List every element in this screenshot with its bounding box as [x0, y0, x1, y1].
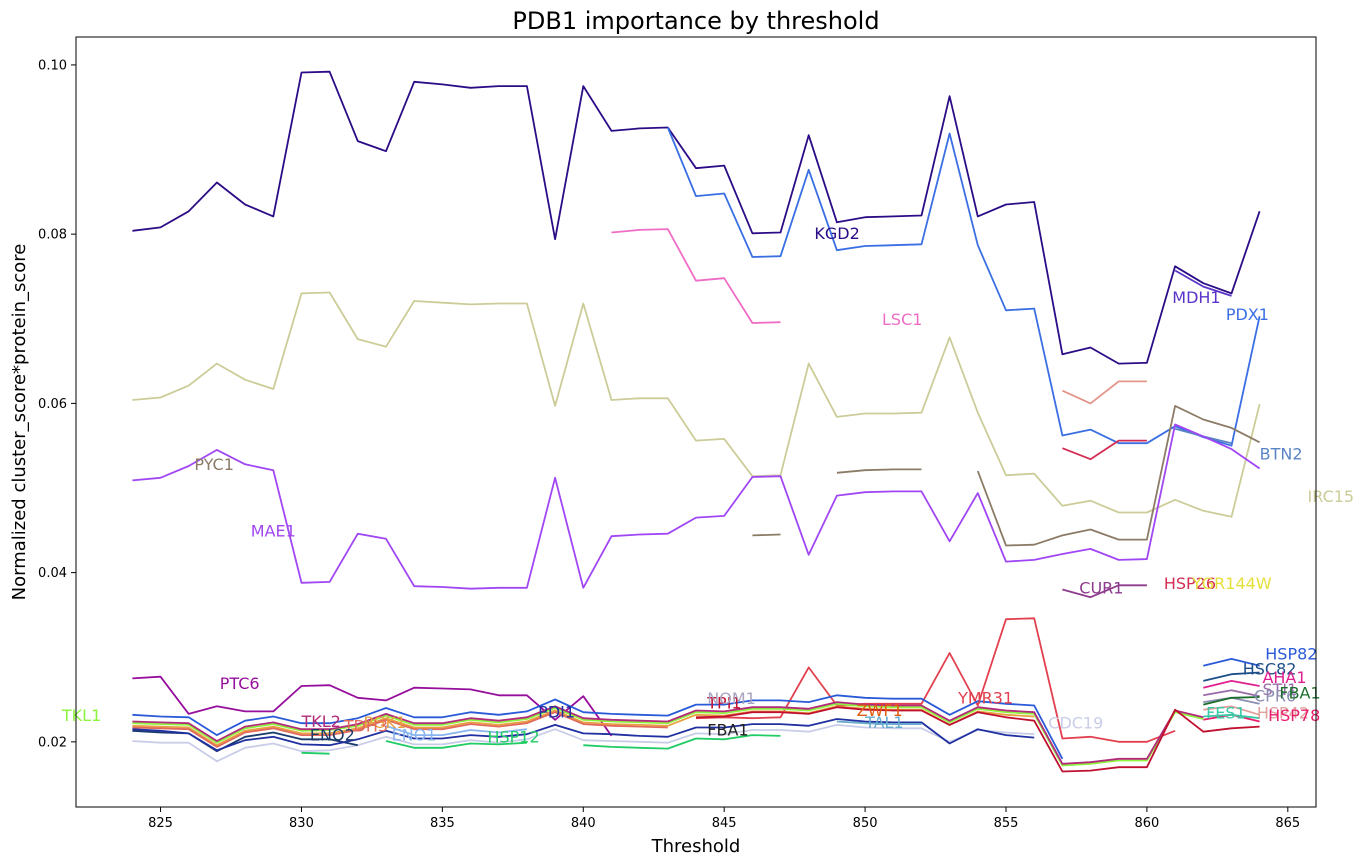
- series-line-mdh1: [1174, 269, 1232, 297]
- series-label-pdi1: PDI1: [538, 703, 575, 722]
- y-axis: 0.02 0.04 0.06 0.08 0.10: [38, 58, 76, 750]
- x-tick-label: 825: [148, 816, 173, 831]
- chart-title: PDB1 importance by threshold: [512, 7, 879, 35]
- series-label-irc15: IRC15: [1308, 487, 1355, 506]
- series-label-kgd2: KGD2: [814, 224, 859, 243]
- x-tick-label: 860: [1134, 816, 1159, 831]
- series-line-hsp26: [1062, 380, 1147, 405]
- series-line-pyc1: [836, 468, 922, 474]
- x-tick-label: 840: [571, 816, 596, 831]
- series-label-ygr144w: YGR144W: [1191, 574, 1272, 593]
- series-label-pgk1: PGK1: [363, 713, 406, 732]
- series-label-tkl2: TKL2: [300, 712, 340, 731]
- series-line-mae1: [132, 423, 1261, 590]
- series-line-hsp82: [1203, 658, 1260, 667]
- x-tick-label: 830: [289, 816, 314, 831]
- series-line-cur1: [1062, 584, 1147, 599]
- series-line-eno1: [385, 724, 528, 736]
- series-label-eno1: ENO1: [392, 726, 437, 745]
- series-line-hsp26b: [1062, 439, 1147, 461]
- y-tick-label: 0.06: [38, 397, 67, 412]
- y-tick-label: 0.04: [38, 566, 67, 581]
- series-line-aha1: [1203, 680, 1260, 689]
- x-tick-label: 845: [712, 816, 737, 831]
- series-line-cdc19: [132, 724, 1035, 763]
- y-axis-label: Normalized cluster_score*protein_score: [9, 244, 30, 601]
- series-line-pyc1: [752, 533, 781, 537]
- series-line-ptc6: [132, 675, 613, 737]
- series-label-zwf1: ZWF1: [857, 701, 903, 720]
- series-label-cpr6: CPR6: [1254, 687, 1296, 706]
- series-label-cdc19: CDC19: [1048, 714, 1103, 733]
- series-label-ptc6: PTC6: [220, 674, 260, 693]
- series-line-hsc82: [1203, 671, 1260, 682]
- series-label-eno2: ENO2: [310, 726, 355, 745]
- series-line-tkl2: [132, 701, 1204, 765]
- series-line-hsp12: [385, 740, 527, 749]
- series-line-pdi1: [132, 718, 1035, 752]
- series-label-hsp12: HSP12: [487, 727, 539, 746]
- series-label-mae1: MAE1: [251, 522, 296, 541]
- series-label-tal1: TAL1: [864, 713, 904, 732]
- y-tick-label: 0.02: [38, 735, 67, 750]
- series-label-fba1: FBA1: [1279, 683, 1320, 702]
- series-line-pyc1: [976, 404, 1261, 547]
- y-tick-label: 0.08: [38, 228, 67, 243]
- y-tick-label: 0.10: [38, 58, 67, 73]
- series-line-kgd2: [132, 70, 1261, 365]
- series-label-cur1: CUR1: [1079, 578, 1123, 597]
- series-line-tal1: [836, 720, 922, 725]
- x-tick-label: 835: [430, 816, 455, 831]
- series-label-tkl1: TKL1: [61, 706, 101, 725]
- series-line-tkl1: [132, 702, 1204, 767]
- x-axis-label: Threshold: [651, 836, 741, 857]
- series-layer: [132, 70, 1261, 773]
- series-label-hsp42: HSP42: [1257, 704, 1309, 723]
- series-line-fba1: [1203, 696, 1260, 706]
- series-label-hsp78: HSP78: [1268, 706, 1320, 725]
- series-label-lsc1: LSC1: [882, 310, 922, 329]
- series-label-btn2: BTN2: [1260, 445, 1303, 464]
- series-line-sti1: [1203, 689, 1260, 698]
- series-label-nom1: NOM1: [707, 689, 756, 708]
- series-label-ymr31: YMR31: [957, 688, 1013, 707]
- series-label-tpi1: TPI1: [706, 693, 741, 712]
- series-label-hsp26b: HSP26: [1164, 574, 1216, 593]
- series-label-pdx1: PDX1: [1226, 305, 1269, 324]
- plot-area-frame: [75, 36, 1317, 808]
- series-line-tdh3: [132, 711, 668, 748]
- series-label-hsp82: HSP82: [1265, 644, 1317, 663]
- x-axis: 825 830 835 840 845 850 855 860 865: [148, 807, 1300, 831]
- series-label-tdh3: TDH3: [343, 716, 388, 735]
- series-line-hsp12: [301, 751, 330, 755]
- x-tick-label: 850: [853, 816, 878, 831]
- series-line-eno2: [132, 729, 358, 753]
- series-line-fes1: [1203, 713, 1260, 720]
- series-line-lsc1: [611, 228, 781, 324]
- series-line-irc15: [132, 291, 1261, 518]
- series-line-hsp12: [583, 734, 781, 750]
- series-line-tpi1: [695, 706, 1260, 773]
- series-label-layer: KGD2 PDX1 MDH1 LSC1 IRC15 PYC1 BTN2 MAE1 CUR1 HSP…: [61, 224, 1354, 746]
- series-label-sti1: STI1: [1262, 680, 1297, 699]
- series-label-aha1: AHA1: [1262, 668, 1306, 687]
- series-label-hsc82: HSC82: [1243, 660, 1297, 679]
- series-label-mdh1: MDH1: [1172, 288, 1220, 307]
- series-line-pdx1: [666, 127, 1261, 447]
- series-line-hsp42: [1203, 705, 1260, 716]
- series-label-fes1: FES1: [1206, 704, 1246, 723]
- series-line-hsp82: [132, 694, 1064, 760]
- series-label-pyc1: PYC1: [194, 455, 234, 474]
- x-tick-label: 865: [1275, 816, 1300, 831]
- x-tick-label: 855: [994, 816, 1019, 831]
- series-label-fba1b: FBA1: [707, 721, 748, 740]
- series-line-ymr31: [695, 617, 1176, 743]
